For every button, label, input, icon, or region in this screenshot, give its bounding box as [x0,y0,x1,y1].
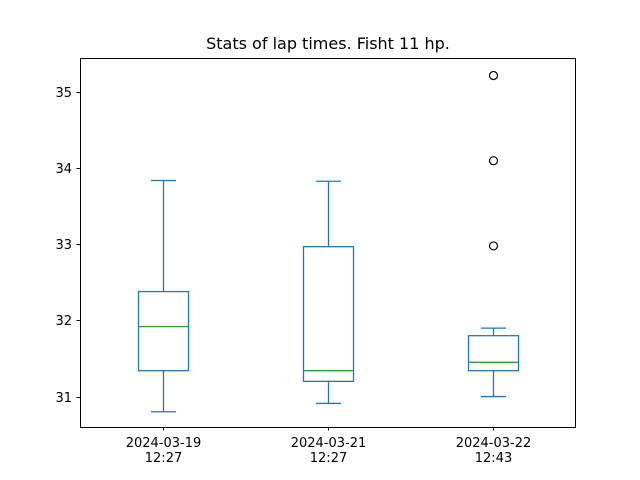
box-2 [302,180,355,405]
x-tick-label: 2024-03-19 [126,436,202,451]
x-axis: 2024-03-1912:272024-03-2112:272024-03-22… [126,427,532,466]
y-axis: 31 32 33 34 35 [55,86,80,406]
x-tick-label: 2024-03-22 [456,436,532,451]
iqr-box [467,335,520,372]
y-tick-label: 34 [55,162,72,177]
iqr-box [137,290,190,372]
y-tick-label: 33 [55,238,72,253]
outlier-point [488,70,499,81]
y-tick-label: 32 [55,314,72,329]
x-tick-label: 12:27 [310,451,347,466]
chart-title: Stats of lap times. Fisht 11 hp. [206,34,450,53]
x-tick-label: 12:27 [145,451,182,466]
y-tick-label: 35 [55,86,72,101]
box-series [137,70,520,413]
box-1 [137,179,190,413]
outlier-point [488,156,499,166]
y-tick-label: 31 [55,391,72,406]
outlier-point [488,241,499,251]
box-3 [467,70,520,398]
x-tick-label: 2024-03-21 [291,436,367,451]
x-tick-label: 12:43 [475,451,512,466]
iqr-box [302,246,355,383]
